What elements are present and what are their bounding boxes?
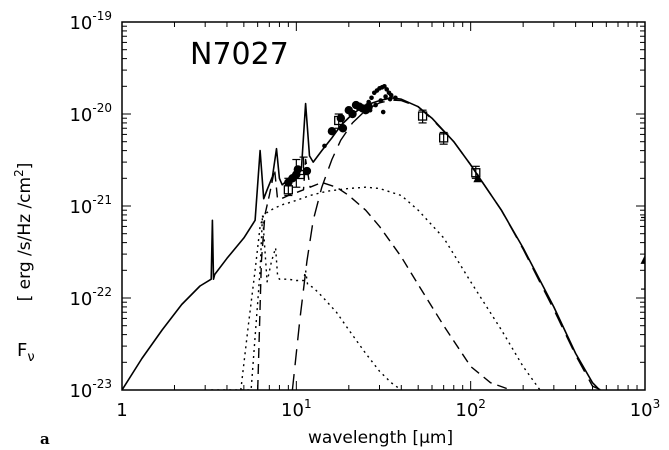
axis-ticks — [121, 22, 645, 391]
y-tick-label: 10-22 — [69, 285, 112, 310]
y-tick-label-exp: -20 — [92, 101, 112, 115]
filled-circle-point — [336, 114, 346, 123]
chart-title: N7027 — [190, 37, 289, 72]
y-tick-label-exp: -19 — [92, 9, 112, 23]
small-dot-point — [388, 92, 394, 98]
x-axis-label-unit: μm — [419, 428, 446, 448]
y-tick-label-base: 10 — [69, 13, 92, 34]
y-tick-label-exp: -23 — [92, 377, 112, 391]
filled-circle-point — [293, 165, 303, 174]
y-tick-label: 10-19 — [69, 9, 112, 34]
x-axis-label-text: wavelength [ — [308, 428, 419, 448]
y-axis-units-text: [ erg /s/Hz /cm — [15, 177, 35, 301]
y-tick-label-exp: -22 — [92, 285, 112, 299]
y-tick-label-base: 10 — [69, 381, 92, 402]
open-square-point — [471, 168, 481, 178]
triangle-point — [473, 173, 483, 183]
y-axis-units-sup: 2 — [12, 169, 26, 177]
y-tick-label: 10-20 — [69, 101, 112, 126]
x-tick-label-exp: 2 — [478, 397, 486, 411]
model-curves — [122, 97, 602, 390]
triangle-point — [640, 254, 645, 264]
x-axis-label: wavelength [μm] — [308, 428, 453, 448]
small-dot-point — [366, 99, 371, 105]
small-dot-point — [383, 94, 388, 99]
small-dot-point — [369, 95, 374, 101]
filled-circle-point — [327, 127, 337, 136]
y-axis-units: [ erg /s/Hz /cm2] — [12, 163, 35, 302]
y-axis-symbol-nu: ν — [27, 350, 34, 365]
x-tick-label-base: 10 — [630, 400, 653, 421]
curve-dotted-4 — [211, 214, 402, 390]
small-dot-point — [387, 96, 393, 102]
panel-label: a — [40, 430, 50, 448]
x-tick-label: 101 — [281, 397, 312, 421]
y-tick-label-base: 10 — [69, 197, 92, 218]
x-axis-label-close: ] — [446, 428, 453, 448]
curve-long-dash-1 — [291, 99, 602, 390]
filled-circle-point — [302, 166, 312, 176]
open-square-point — [334, 115, 344, 126]
x-tick-label: 103 — [630, 397, 661, 421]
y-tick-label-base: 10 — [69, 105, 92, 126]
x-tick-labels: 1 101 102 103 — [116, 397, 660, 421]
y-axis-symbol: Fν — [17, 340, 35, 365]
small-dot-point — [367, 107, 373, 113]
small-dot-point — [380, 109, 386, 115]
x-tick-label-exp: 3 — [653, 397, 661, 411]
small-dot-point — [393, 95, 398, 101]
small-dot-point — [378, 98, 384, 103]
open-square-point — [283, 185, 294, 195]
curve-dotted-3 — [240, 186, 541, 390]
open-square-point — [439, 133, 449, 143]
x-tick-label: 102 — [455, 397, 486, 421]
y-tick-label: 10-21 — [69, 193, 112, 218]
y-tick-label-exp: -21 — [92, 193, 112, 207]
y-axis-units-close: ] — [15, 163, 35, 170]
filled-circle-point — [348, 109, 357, 119]
x-tick-label-base: 10 — [281, 400, 304, 421]
small-dot-point — [363, 104, 369, 110]
small-dot-point — [373, 102, 378, 108]
open-square-point — [295, 169, 305, 180]
y-axis-symbol-f: F — [17, 340, 27, 361]
x-tick-label-exp: 1 — [304, 397, 312, 411]
filled-circle-point — [338, 124, 348, 133]
x-tick-label: 1 — [116, 400, 127, 421]
small-dot-point — [384, 87, 390, 92]
small-dot-point — [322, 143, 327, 149]
y-tick-label: 10-23 — [69, 377, 112, 402]
y-tick-label-base: 10 — [69, 289, 92, 310]
x-tick-label-base: 1 — [116, 400, 127, 421]
open-square-point — [417, 111, 428, 121]
observations — [283, 84, 645, 290]
x-tick-label-base: 10 — [455, 400, 478, 421]
